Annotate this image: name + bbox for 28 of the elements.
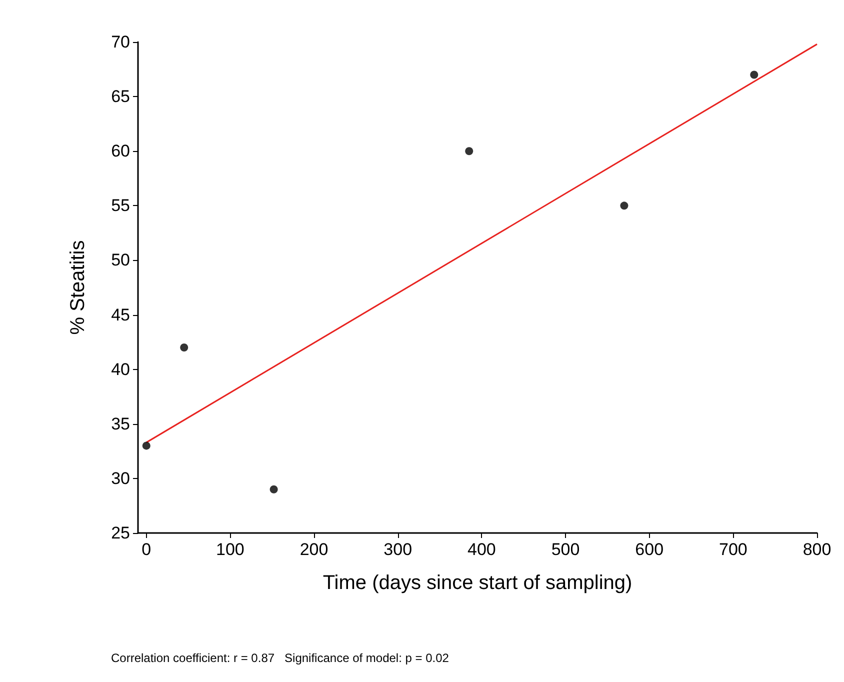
point — [750, 70, 758, 79]
y-tick-label: 70 — [111, 32, 130, 52]
x-tick-label: 800 — [802, 540, 832, 559]
x-tick-label: 600 — [635, 540, 664, 559]
point — [142, 442, 150, 450]
text: Correlation coefficient: r = 0.87 Significance of model: p = 0.02 — [111, 651, 450, 665]
y-tick-label: 55 — [111, 196, 130, 216]
y-tick-label: 25 — [111, 524, 130, 542]
x-tick-label: 0 — [142, 540, 152, 559]
y-tick-label: 50 — [111, 250, 130, 270]
y-tick-label: 30 — [111, 468, 130, 488]
x-axis-title: Time (days since start of sampling) — [322, 572, 632, 594]
x-tick-label: 200 — [300, 540, 328, 559]
y-tick-label: 40 — [111, 360, 130, 379]
y-tick-label: 35 — [111, 414, 130, 434]
x-tick-label: 500 — [551, 540, 580, 559]
y-tick-label: 65 — [111, 87, 130, 106]
x-tick-label: 100 — [216, 540, 244, 559]
point — [180, 344, 188, 352]
x-tick-label: 700 — [718, 540, 748, 559]
y-axis-title: % Steatitis — [67, 240, 89, 335]
x-tick-label: 400 — [468, 540, 496, 559]
x-tick-label: 300 — [384, 540, 412, 559]
point — [270, 485, 278, 494]
point — [465, 147, 474, 156]
point — [620, 202, 628, 210]
y-tick-label: 60 — [111, 142, 130, 161]
y-tick-label: 45 — [111, 305, 130, 324]
